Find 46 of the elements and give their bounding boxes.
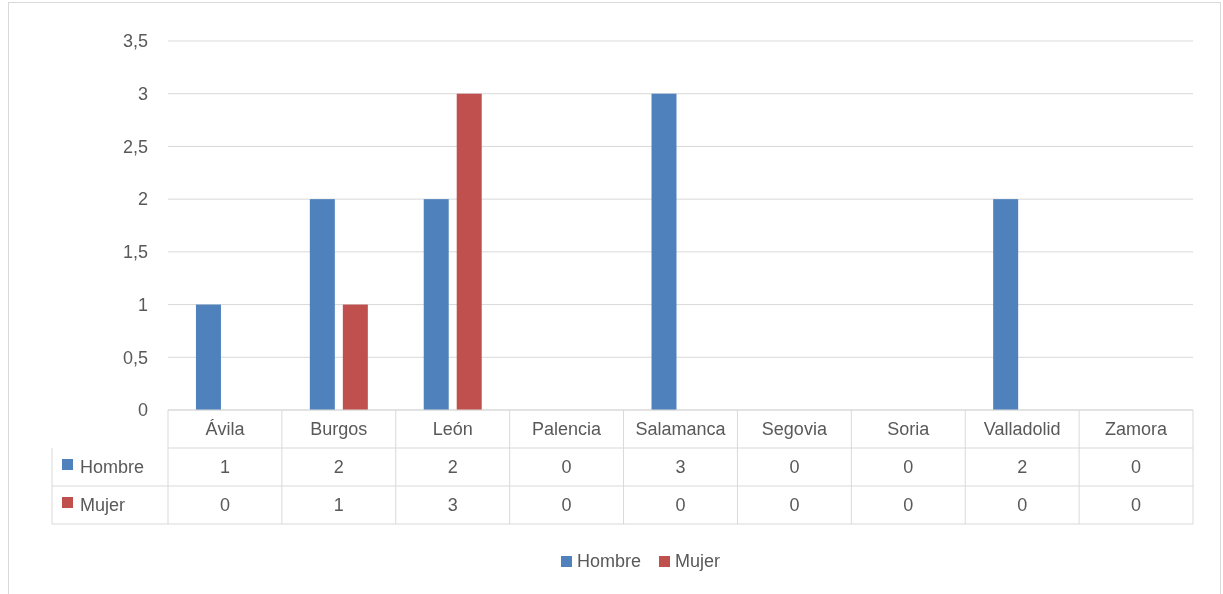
data-label: 0 [675, 495, 686, 515]
data-label: 0 [903, 495, 914, 515]
legend-label: Mujer [80, 495, 126, 515]
y-tick-label: 2 [137, 189, 148, 210]
bar [456, 93, 482, 410]
x-tick-label: Segovia [761, 419, 828, 439]
x-tick-label: Ávila [205, 419, 246, 439]
bar [309, 199, 335, 410]
data-label: 1 [219, 457, 230, 477]
y-tick-label: 3 [137, 83, 148, 104]
x-tick-label: Palencia [532, 419, 603, 439]
bar [195, 304, 221, 410]
data-label: 2 [1017, 457, 1028, 477]
y-tick-label: 0,5 [122, 347, 148, 368]
data-label: 2 [447, 457, 458, 477]
x-tick-label: Valladolid [983, 419, 1061, 439]
y-tick-label: 3,5 [122, 31, 148, 52]
data-label: 0 [903, 457, 914, 477]
bar [993, 199, 1019, 410]
data-label: 0 [789, 457, 800, 477]
data-label: 1 [333, 495, 344, 515]
y-tick-label: 0 [137, 400, 148, 421]
data-label: 0 [1131, 457, 1142, 477]
data-label: 3 [675, 457, 686, 477]
y-tick-label: 2,5 [122, 136, 148, 157]
y-tick-label: 1,5 [122, 242, 148, 263]
legend-label: Hombre [80, 457, 145, 477]
x-tick-label: Burgos [310, 419, 368, 439]
data-label: 0 [561, 495, 572, 515]
bar [423, 199, 449, 410]
x-tick-label: León [432, 419, 473, 439]
text: Hombre [576, 551, 642, 571]
data-label: 2 [333, 457, 344, 477]
data-label: 0 [1131, 495, 1142, 515]
bar [342, 304, 368, 410]
x-tick-label: Salamanca [635, 419, 727, 439]
x-tick-label: Zamora [1105, 419, 1169, 439]
data-label: 0 [561, 457, 572, 477]
y-tick-label: 1 [137, 294, 148, 315]
bar [651, 93, 677, 410]
data-label: 0 [789, 495, 800, 515]
x-tick-label: Soria [887, 419, 931, 439]
data-label: 0 [1017, 495, 1028, 515]
data-label: 3 [447, 495, 458, 515]
text: Mujer [675, 551, 721, 571]
data-label: 0 [219, 495, 230, 515]
